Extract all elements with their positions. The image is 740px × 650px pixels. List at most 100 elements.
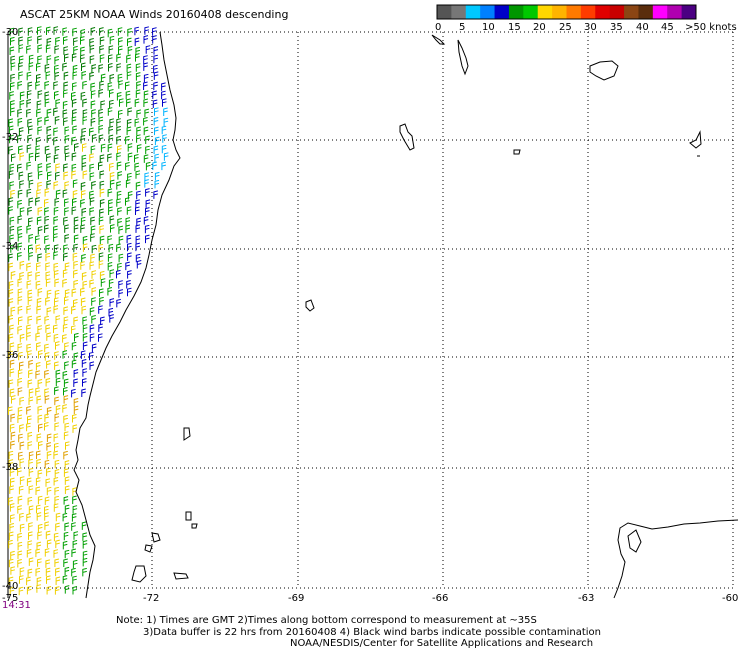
wind-barb — [54, 586, 60, 595]
wind-barb — [143, 216, 149, 225]
wind-barb — [71, 152, 77, 161]
wind-barb — [37, 206, 43, 216]
wind-barb — [44, 422, 49, 431]
wind-barb — [89, 190, 94, 200]
wind-barb — [35, 486, 41, 495]
wind-barb — [127, 191, 133, 200]
wind-barb — [28, 388, 34, 397]
wind-barb — [143, 62, 148, 71]
wind-barb — [154, 179, 160, 189]
wind-barb — [53, 305, 59, 314]
wind-barb — [64, 152, 70, 161]
wind-barb — [82, 116, 88, 125]
wind-barb — [62, 189, 68, 198]
wind-barb — [44, 505, 49, 515]
wind-speed-colorbar — [436, 4, 697, 20]
wind-barb — [9, 423, 15, 433]
wind-barb — [53, 127, 58, 136]
wind-barb — [19, 361, 24, 370]
wind-barb — [36, 342, 41, 351]
wind-barb — [153, 64, 158, 74]
wind-barb — [152, 35, 157, 44]
wind-barb — [163, 117, 169, 127]
wind-barb — [9, 468, 15, 477]
wind-barb — [37, 325, 43, 334]
colorbar-swatch — [480, 5, 496, 19]
wind-barb — [28, 396, 34, 405]
wind-barb — [53, 450, 59, 460]
wind-barb — [27, 206, 32, 216]
wind-barb — [9, 134, 14, 144]
wind-barb — [35, 152, 40, 161]
wind-barb — [53, 262, 59, 272]
wind-barb — [38, 350, 43, 359]
wind-barb — [64, 262, 70, 271]
wind-barb — [82, 143, 87, 152]
wind-barb — [36, 512, 42, 521]
island-12 — [173, 572, 189, 580]
wind-barb — [9, 181, 15, 190]
wind-barb — [107, 188, 113, 197]
wind-barb — [91, 287, 97, 296]
wind-barb — [53, 251, 58, 260]
wind-barb — [98, 305, 103, 314]
wind-barb — [53, 503, 59, 512]
scale-label: >50 knots — [685, 22, 737, 33]
wind-barb — [116, 269, 121, 279]
wind-barb — [82, 341, 88, 350]
island-1 — [431, 34, 446, 45]
wind-barb — [89, 324, 95, 333]
wind-barb — [17, 559, 22, 568]
colorbar-swatch — [437, 5, 452, 19]
lon-label-60: -60 — [722, 593, 739, 604]
wind-barb — [9, 503, 15, 512]
wind-barb — [109, 314, 114, 323]
wind-barb — [55, 163, 60, 172]
wind-barb — [18, 71, 23, 80]
wind-barb — [44, 413, 50, 422]
wind-barb — [82, 550, 88, 560]
wind-barb — [63, 171, 69, 180]
wind-barb — [72, 64, 78, 74]
wind-barb — [64, 522, 70, 531]
wind-barb — [8, 298, 14, 307]
wind-barb — [53, 477, 59, 486]
wind-barb — [10, 55, 16, 65]
wind-barb — [37, 44, 43, 53]
wind-barb — [27, 134, 32, 143]
wind-barb — [71, 388, 76, 398]
wind-barb — [36, 100, 42, 109]
wind-barb — [71, 305, 76, 315]
wind-barb — [143, 98, 149, 107]
wind-barb — [161, 125, 167, 135]
wind-barb — [64, 53, 69, 62]
wind-barb — [80, 199, 85, 208]
wind-barb — [143, 81, 148, 90]
wind-barb — [10, 100, 15, 109]
wind-barb — [82, 540, 88, 549]
wind-barb — [37, 558, 42, 567]
wind-barb — [46, 180, 52, 189]
wind-barb — [144, 179, 149, 188]
wind-barb — [46, 539, 52, 548]
wind-barb — [55, 377, 61, 387]
wind-barb — [46, 55, 52, 64]
wind-barb — [9, 234, 14, 243]
colorbar-swatch — [681, 5, 697, 19]
wind-barb — [90, 253, 95, 263]
wind-barb — [82, 280, 88, 290]
wind-barb — [72, 197, 77, 207]
wind-barb — [63, 414, 68, 424]
wind-barb — [98, 116, 104, 126]
wind-barb — [44, 512, 49, 521]
wind-barb — [90, 90, 96, 99]
wind-barb — [89, 71, 94, 81]
colorbar-swatch — [508, 5, 524, 19]
wind-barb — [62, 512, 68, 522]
wind-barb — [8, 118, 14, 127]
wind-barb — [62, 109, 68, 118]
wind-barb — [9, 225, 15, 235]
wind-barb — [71, 53, 77, 62]
wind-barb — [82, 324, 88, 333]
wind-barb — [127, 242, 132, 252]
